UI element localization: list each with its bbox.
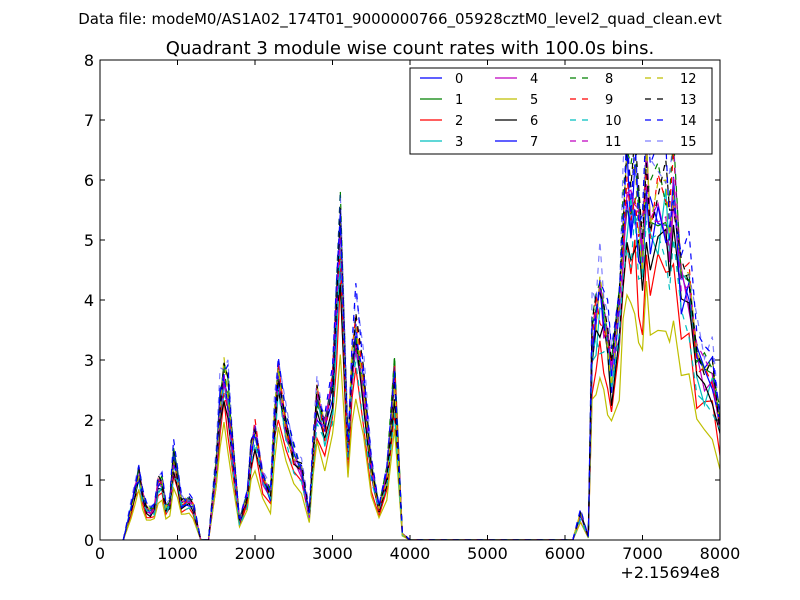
- legend-entry-3: 3: [420, 135, 463, 150]
- x-tick-label: 1000: [157, 544, 198, 563]
- legend-entry-13: 13: [645, 93, 697, 108]
- series-line-14: [122, 111, 720, 540]
- legend-label: 0: [455, 72, 463, 87]
- legend-entry-0: 0: [420, 72, 463, 87]
- legend-label: 5: [530, 93, 538, 108]
- legend-entry-4: 4: [495, 72, 538, 87]
- series-line-5: [122, 280, 720, 540]
- x-tick-label: 2000: [235, 544, 276, 563]
- legend-entry-6: 6: [495, 114, 538, 129]
- x-tick-label: 0: [95, 544, 105, 563]
- x-tick-label: 8000: [700, 544, 741, 563]
- legend-label: 14: [680, 114, 697, 129]
- legend-entry-5: 5: [495, 93, 538, 108]
- legend-entry-10: 10: [570, 114, 622, 129]
- legend-entry-2: 2: [420, 114, 463, 129]
- legend-entry-9: 9: [570, 93, 613, 108]
- x-tick-label: 5000: [467, 544, 508, 563]
- legend-entry-12: 12: [645, 72, 697, 87]
- figure-suptitle: Data file: modeM0/AS1A02_174T01_90000007…: [78, 10, 722, 29]
- series-layer: [122, 99, 720, 540]
- y-tick-label: 1: [84, 471, 94, 490]
- legend-entry-7: 7: [495, 135, 538, 150]
- x-tick-label: 4000: [390, 544, 431, 563]
- y-tick-label: 6: [84, 171, 94, 190]
- legend-entry-8: 8: [570, 72, 613, 87]
- legend-label: 13: [680, 93, 697, 108]
- legend-label: 9: [605, 93, 613, 108]
- y-tick-label: 0: [84, 531, 94, 550]
- legend-label: 11: [605, 135, 622, 150]
- legend-label: 6: [530, 114, 538, 129]
- legend-label: 4: [530, 72, 538, 87]
- y-tick-label: 8: [84, 51, 94, 70]
- series-line-13: [122, 135, 720, 540]
- y-tick-label: 2: [84, 411, 94, 430]
- legend-label: 10: [605, 114, 622, 129]
- legend-entry-1: 1: [420, 93, 463, 108]
- legend-label: 3: [455, 135, 463, 150]
- legend-label: 7: [530, 135, 538, 150]
- ticks-layer: 0 1000 2000 3000 4000 5000 6000 7000 80000123456…: [84, 51, 741, 563]
- x-tick-label: 7000: [622, 544, 663, 563]
- x-offset-label: +2.15694e8: [620, 563, 720, 582]
- x-tick-label: 6000: [545, 544, 586, 563]
- legend-entry-11: 11: [570, 135, 622, 150]
- chart-title: Quadrant 3 module wise count rates with …: [166, 38, 655, 59]
- series-line-10: [122, 213, 720, 540]
- legend-frame: [409, 67, 713, 155]
- y-tick-label: 7: [84, 111, 94, 130]
- y-tick-label: 5: [84, 231, 94, 250]
- legend-entry-15: 15: [645, 135, 697, 150]
- legend-label: 15: [680, 135, 697, 150]
- x-tick-label: 3000: [312, 544, 353, 563]
- y-tick-label: 4: [84, 291, 94, 310]
- y-tick-label: 3: [84, 351, 94, 370]
- legend-label: 8: [605, 72, 613, 87]
- legend-label: 1: [455, 93, 463, 108]
- legend-label: 12: [680, 72, 697, 87]
- legend-label: 2: [455, 114, 463, 129]
- legend-entry-14: 14: [645, 114, 697, 129]
